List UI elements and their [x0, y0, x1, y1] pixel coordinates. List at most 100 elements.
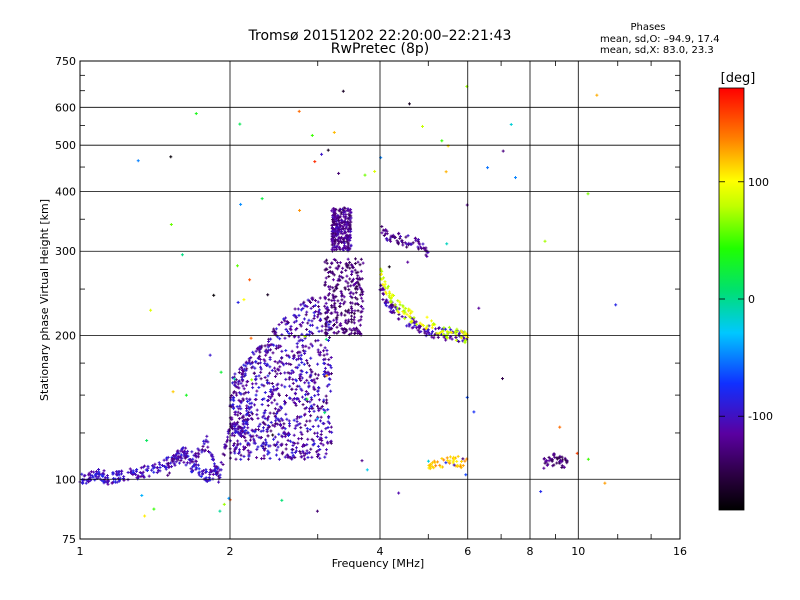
- data-point: [406, 242, 408, 246]
- data-point: [438, 326, 440, 330]
- data-point: [438, 331, 440, 335]
- data-point: [298, 313, 300, 317]
- data-point: [295, 446, 297, 450]
- data-point: [235, 429, 237, 433]
- data-point: [98, 475, 100, 479]
- data-point: [355, 326, 357, 330]
- data-point: [340, 311, 342, 315]
- data-point: [359, 263, 361, 267]
- data-point: [317, 404, 319, 408]
- data-point: [265, 348, 267, 352]
- data-point: [332, 219, 334, 223]
- data-point: [244, 372, 246, 376]
- data-point: [345, 328, 347, 332]
- data-point: [235, 378, 237, 382]
- colorbar-tick-label: -100: [748, 410, 773, 423]
- data-point: [420, 330, 422, 334]
- data-point: [137, 475, 139, 479]
- data-point: [198, 452, 200, 456]
- data-point: [98, 468, 100, 472]
- data-point: [464, 459, 466, 463]
- data-point: [397, 241, 399, 245]
- data-point: [240, 412, 242, 416]
- data-point: [349, 225, 351, 229]
- data-point: [288, 432, 290, 436]
- data-point: [163, 458, 165, 462]
- data-point: [264, 408, 266, 412]
- data-point: [327, 316, 329, 320]
- data-point: [284, 336, 286, 340]
- data-point: [333, 303, 335, 307]
- data-point: [329, 285, 331, 289]
- data-point: [154, 465, 156, 469]
- data-point: [103, 480, 105, 484]
- data-point: [260, 377, 262, 381]
- data-point: [325, 370, 327, 374]
- y-tick-label: 600: [55, 101, 76, 114]
- data-point: [463, 333, 465, 337]
- data-point: [398, 310, 400, 314]
- data-point: [195, 459, 197, 463]
- data-point: [466, 395, 468, 399]
- data-point: [330, 320, 332, 324]
- data-point: [350, 317, 352, 321]
- data-point: [354, 328, 356, 332]
- data-point: [271, 394, 273, 398]
- data-point: [405, 235, 407, 239]
- data-point: [267, 345, 269, 349]
- data-point: [90, 470, 92, 474]
- data-point: [303, 413, 305, 417]
- data-point: [227, 438, 229, 442]
- data-point: [353, 327, 355, 331]
- data-point: [312, 296, 314, 300]
- data-point: [262, 415, 264, 419]
- data-point: [201, 450, 203, 454]
- data-point: [336, 247, 338, 251]
- data-point: [299, 323, 301, 327]
- data-point: [443, 332, 445, 336]
- data-point: [264, 411, 266, 415]
- data-point: [353, 283, 355, 287]
- data-point: [317, 452, 319, 456]
- data-point: [198, 470, 200, 474]
- data-point: [426, 332, 428, 336]
- data-point: [236, 405, 238, 409]
- data-point: [350, 244, 352, 248]
- data-point: [335, 215, 337, 219]
- data-point: [238, 391, 240, 395]
- data-point: [343, 302, 345, 306]
- data-point: [218, 480, 220, 484]
- data-point: [297, 423, 299, 427]
- data-point: [351, 328, 353, 332]
- data-point: [331, 305, 333, 309]
- data-point: [361, 288, 363, 292]
- data-point: [238, 425, 240, 429]
- data-point: [317, 300, 319, 304]
- data-point: [300, 353, 302, 357]
- data-point: [553, 463, 555, 467]
- data-point: [387, 300, 389, 304]
- data-point: [238, 448, 240, 452]
- data-point: [289, 371, 291, 375]
- data-point: [291, 349, 293, 353]
- data-point: [300, 357, 302, 361]
- data-point: [133, 472, 135, 476]
- data-point: [245, 391, 247, 395]
- data-point: [281, 356, 283, 360]
- data-point: [428, 330, 430, 334]
- data-point: [236, 427, 238, 431]
- data-point: [345, 279, 347, 283]
- data-point: [340, 275, 342, 279]
- data-point: [313, 385, 315, 389]
- data-point: [350, 284, 352, 288]
- data-point: [123, 477, 125, 481]
- data-point: [328, 319, 330, 323]
- data-point: [334, 238, 336, 242]
- data-point: [255, 349, 257, 353]
- data-point: [487, 166, 489, 170]
- data-point: [361, 290, 363, 294]
- data-point: [183, 454, 185, 458]
- data-point: [333, 318, 335, 322]
- data-point: [243, 387, 245, 391]
